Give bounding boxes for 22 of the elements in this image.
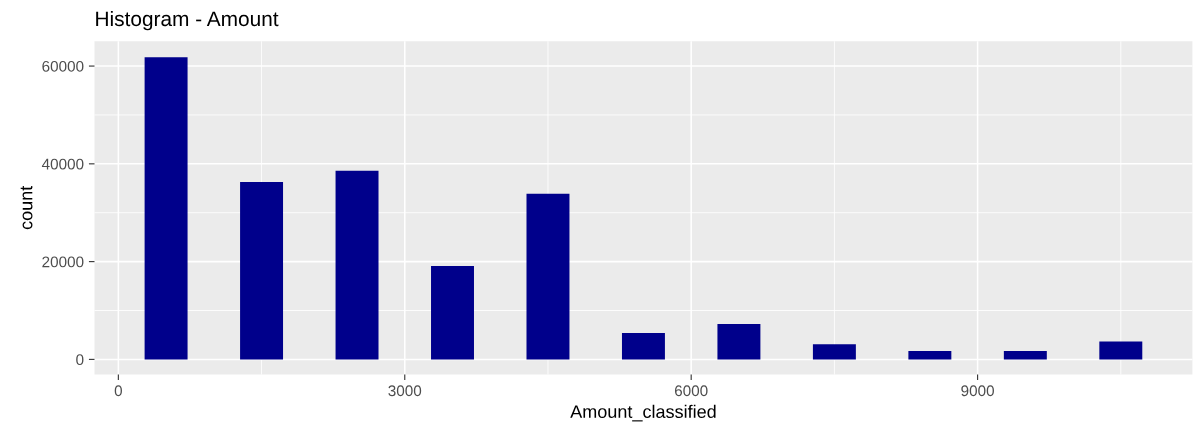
x-tick-label: 3000 [388, 385, 422, 397]
y-tick-label: 60000 [42, 60, 84, 72]
bar [812, 344, 856, 360]
x-tick-label: 9000 [961, 385, 994, 397]
bar [908, 351, 952, 360]
bar [335, 170, 379, 360]
bar [240, 181, 284, 360]
chart-title: Histogram - Amount [96, 10, 279, 31]
x-axis-title: Amount_classified [570, 404, 716, 422]
bar [1099, 341, 1143, 360]
y-tick-label: 0 [76, 354, 84, 366]
bar [621, 332, 665, 360]
x-tick-label: 0 [114, 385, 122, 397]
bar [144, 57, 188, 360]
bar [431, 266, 474, 360]
bar [717, 323, 761, 360]
y-axis-title: count [20, 185, 33, 230]
bar [526, 193, 570, 360]
y-tick-label: 40000 [41, 158, 84, 170]
bar [1003, 351, 1047, 360]
y-tick-label: 20000 [42, 256, 84, 268]
x-tick-label: 6000 [674, 385, 708, 397]
